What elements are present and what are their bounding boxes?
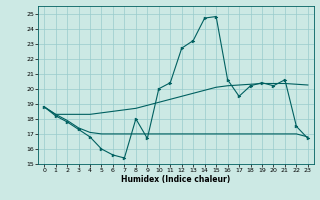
X-axis label: Humidex (Indice chaleur): Humidex (Indice chaleur) <box>121 175 231 184</box>
